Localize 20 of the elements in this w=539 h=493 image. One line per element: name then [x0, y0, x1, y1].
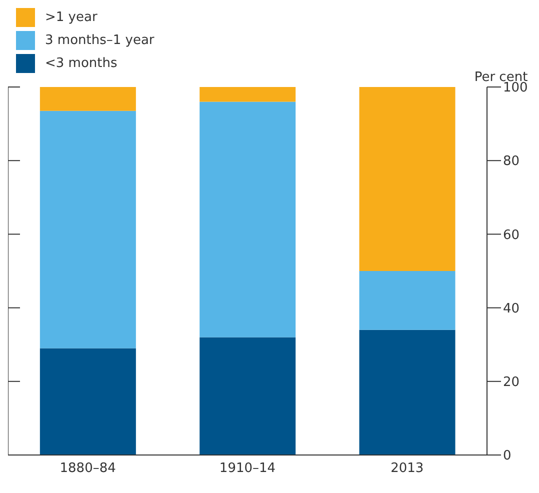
x-tick-label: 2013 — [390, 461, 424, 476]
x-tick-label: 1880–84 — [60, 461, 116, 476]
bar — [200, 102, 296, 338]
bar — [40, 348, 136, 455]
legend-label: <3 months — [45, 56, 118, 71]
bar — [40, 110, 136, 348]
bar — [359, 271, 456, 330]
bar — [359, 87, 456, 271]
y-tick-label: 0 — [503, 448, 512, 464]
bar — [40, 87, 136, 111]
bar — [200, 87, 296, 102]
bar — [359, 330, 456, 455]
legend-label: 3 months–1 year — [45, 33, 154, 48]
y-tick-label: 20 — [503, 375, 520, 390]
x-tick-label: 1910–14 — [219, 461, 276, 476]
y-tick-label: 40 — [503, 301, 520, 316]
y-tick-label: 60 — [503, 228, 520, 243]
legend-label: >1 year — [45, 10, 98, 25]
y-tick-label: 80 — [503, 154, 520, 170]
bar — [200, 337, 296, 455]
